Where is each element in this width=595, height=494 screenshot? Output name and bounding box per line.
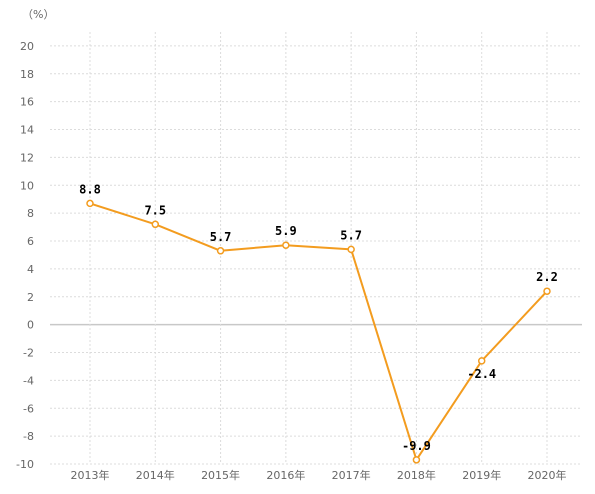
data-point <box>543 287 551 295</box>
data-point <box>477 357 486 365</box>
data-label: 7.5 <box>144 203 166 217</box>
x-tick-label: 2018年 <box>397 468 436 482</box>
x-tick-label: 2020年 <box>528 468 567 482</box>
data-label: -2.4 <box>467 367 496 381</box>
data-point <box>151 220 160 229</box>
y-tick-label: 6 <box>27 235 34 248</box>
data-point <box>412 456 421 464</box>
y-tick-label: 4 <box>27 263 34 276</box>
y-tick-label: 18 <box>20 68 34 81</box>
y-tick-label: 8 <box>27 207 34 220</box>
y-tick-label: -6 <box>23 402 34 415</box>
x-tick-label: 2019年 <box>462 468 501 482</box>
y-tick-label: -8 <box>23 430 34 443</box>
data-point <box>282 241 290 249</box>
y-tick-label: 16 <box>20 96 34 109</box>
y-axis-unit: （%） <box>22 8 54 21</box>
y-tick-label: 14 <box>20 124 34 137</box>
x-tick-label: 2013年 <box>71 468 110 482</box>
series-line-group <box>89 202 548 461</box>
y-tick-label: 2 <box>27 291 34 304</box>
data-point <box>86 199 94 208</box>
series-line <box>89 202 548 461</box>
data-label: 8.8 <box>79 182 101 196</box>
y-tick-label: -4 <box>23 374 34 387</box>
y-tick-label: -10 <box>16 458 34 471</box>
x-tick-label: 2015年 <box>201 468 240 482</box>
x-tick-label: 2016年 <box>266 468 305 482</box>
data-point <box>347 245 355 254</box>
x-axis-tick-labels: 2013年 2014年 2015年 2016年 2017年 2018年 2019年 2020年 <box>71 468 567 482</box>
data-label: 5.9 <box>275 224 297 238</box>
y-tick-label: 12 <box>20 151 34 164</box>
y-tick-label: 10 <box>20 179 34 192</box>
y-tick-label: 0 <box>27 319 34 332</box>
y-tick-label: -2 <box>23 347 34 360</box>
horizontal-gridlines <box>50 45 582 465</box>
x-tick-label: 2014年 <box>136 468 175 482</box>
data-label: 2.2 <box>536 270 558 284</box>
data-labels: 8.8 7.5 5.7 5.9 5.7 -9.9 -2.4 2.2 <box>79 182 558 452</box>
data-point <box>216 247 225 255</box>
x-tick-label: 2017年 <box>332 468 371 482</box>
y-tick-label: 20 <box>20 40 34 53</box>
data-point-markers <box>86 199 551 464</box>
data-label: 5.7 <box>210 230 232 244</box>
data-label: 5.7 <box>340 228 362 242</box>
data-label: -9.9 <box>402 439 431 453</box>
